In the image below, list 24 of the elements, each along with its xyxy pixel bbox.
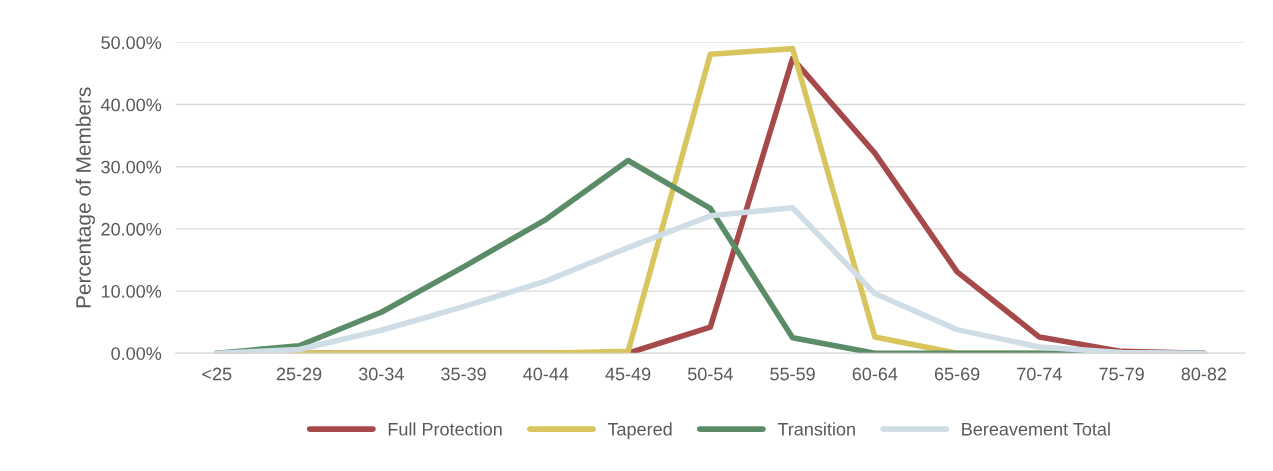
- x-tick-label: 25-29: [276, 367, 322, 381]
- x-tick-label: 55-59: [770, 367, 815, 381]
- y-tick-label: 30.00%: [101, 160, 162, 174]
- x-tick-label: 40-44: [523, 367, 569, 381]
- x-tick-label: 70-74: [1017, 367, 1062, 381]
- x-tick-label: <25: [202, 367, 232, 381]
- x-tick-label: 35-39: [441, 367, 486, 381]
- y-axis-title: Percentage of Members: [75, 87, 95, 308]
- y-tick-label: 40.00%: [100, 98, 162, 112]
- y-tick-label: 10.00%: [101, 285, 162, 298]
- x-tick-label: 75-79: [1099, 367, 1144, 381]
- x-tick-label: 60-64: [852, 367, 898, 381]
- y-tick-label: 20.00%: [101, 222, 162, 236]
- x-tick-label: 80-82: [1181, 367, 1227, 381]
- x-tick-label: 30-34: [358, 367, 404, 381]
- legend-label: Transition: [777, 422, 855, 436]
- x-tick-label: 65-69: [934, 367, 980, 381]
- y-tick-label: 50.00%: [101, 36, 162, 50]
- x-tick-label: 45-49: [605, 367, 651, 381]
- legend-label: Full Protection: [388, 422, 502, 436]
- legend-label: Bereavement Total: [962, 422, 1110, 436]
- x-tick-label: 50-54: [687, 367, 733, 381]
- y-tick-label: 0.00%: [111, 347, 162, 360]
- legend-label: Tapered: [607, 422, 672, 440]
